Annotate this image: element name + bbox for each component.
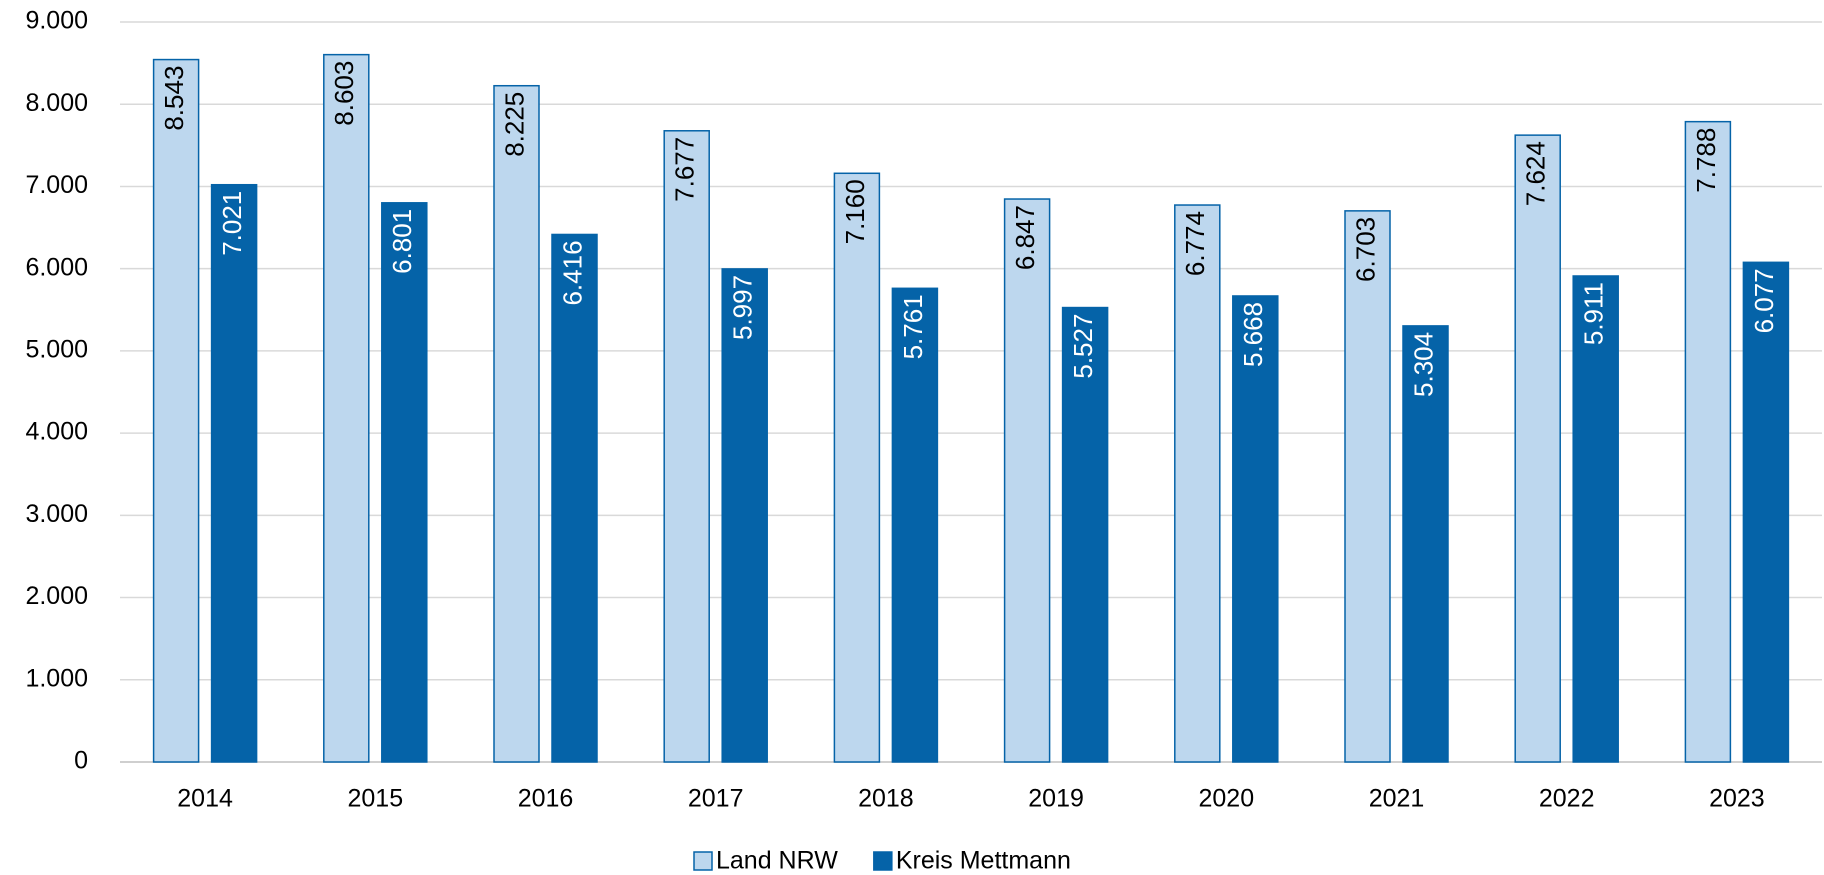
bar [493,84,540,763]
bar [1402,325,1449,763]
bar [1344,210,1391,763]
x-tick-label: 2020 [1198,785,1254,813]
data-label: 5.304 [1408,332,1438,397]
y-tick-label: 7.000 [25,171,88,199]
data-label: 6.801 [387,209,417,274]
data-label: 7.021 [217,191,247,256]
x-tick-label: 2023 [1709,785,1765,813]
bar [1684,120,1732,763]
x-tick-label: 2017 [688,785,744,813]
data-label: 8.603 [329,61,359,126]
x-tick-label: 2015 [347,785,403,813]
data-label: 7.788 [1691,128,1721,193]
legend-swatch [693,851,713,871]
bar [1003,198,1051,763]
y-tick-label: 5.000 [25,335,88,363]
bar [721,268,768,763]
bar [1742,261,1790,763]
y-tick-label: 8.000 [25,89,88,117]
bar [1174,204,1221,763]
data-label: 6.847 [1010,205,1040,270]
bar [323,53,370,763]
x-tick-label: 2019 [1028,785,1084,813]
data-label: 6.077 [1749,268,1779,333]
data-label: 7.677 [670,137,700,202]
legend-swatch [873,851,893,871]
data-label: 7.624 [1521,141,1551,206]
bar [663,130,710,763]
bar [152,58,200,763]
data-label: 5.761 [898,294,928,359]
data-label: 6.774 [1180,211,1210,276]
data-label: 8.225 [499,92,529,157]
bar [833,172,881,763]
bar [551,233,598,763]
data-label: 7.160 [840,179,870,244]
x-tick-label: 2022 [1539,785,1595,813]
y-tick-label: 2.000 [25,582,88,610]
y-tick-label: 6.000 [25,253,88,281]
bar [210,183,258,763]
y-tick-label: 4.000 [25,418,88,446]
bar [1061,306,1109,763]
x-tick-label: 2018 [858,785,914,813]
data-label: 5.997 [728,275,758,340]
y-tick-label: 1.000 [25,664,88,692]
bar [1232,295,1279,763]
bar [1514,134,1561,763]
legend-label: Land NRW [716,847,838,875]
y-tick-label: 3.000 [25,500,88,528]
y-tick-label: 9.000 [25,7,88,35]
data-label: 8.543 [159,66,189,131]
data-label: 6.703 [1350,217,1380,282]
data-label: 6.416 [557,240,587,305]
y-tick-label: 0 [74,747,88,775]
bar [891,287,939,763]
bar [1572,275,1619,763]
legend-label: Kreis Mettmann [896,847,1071,875]
x-tick-label: 2014 [177,785,233,813]
x-tick-label: 2021 [1369,785,1425,813]
x-tick-label: 2016 [518,785,574,813]
data-label: 5.668 [1238,302,1268,367]
data-label: 5.527 [1068,314,1098,379]
bar [381,202,428,763]
data-label: 5.911 [1579,282,1609,345]
